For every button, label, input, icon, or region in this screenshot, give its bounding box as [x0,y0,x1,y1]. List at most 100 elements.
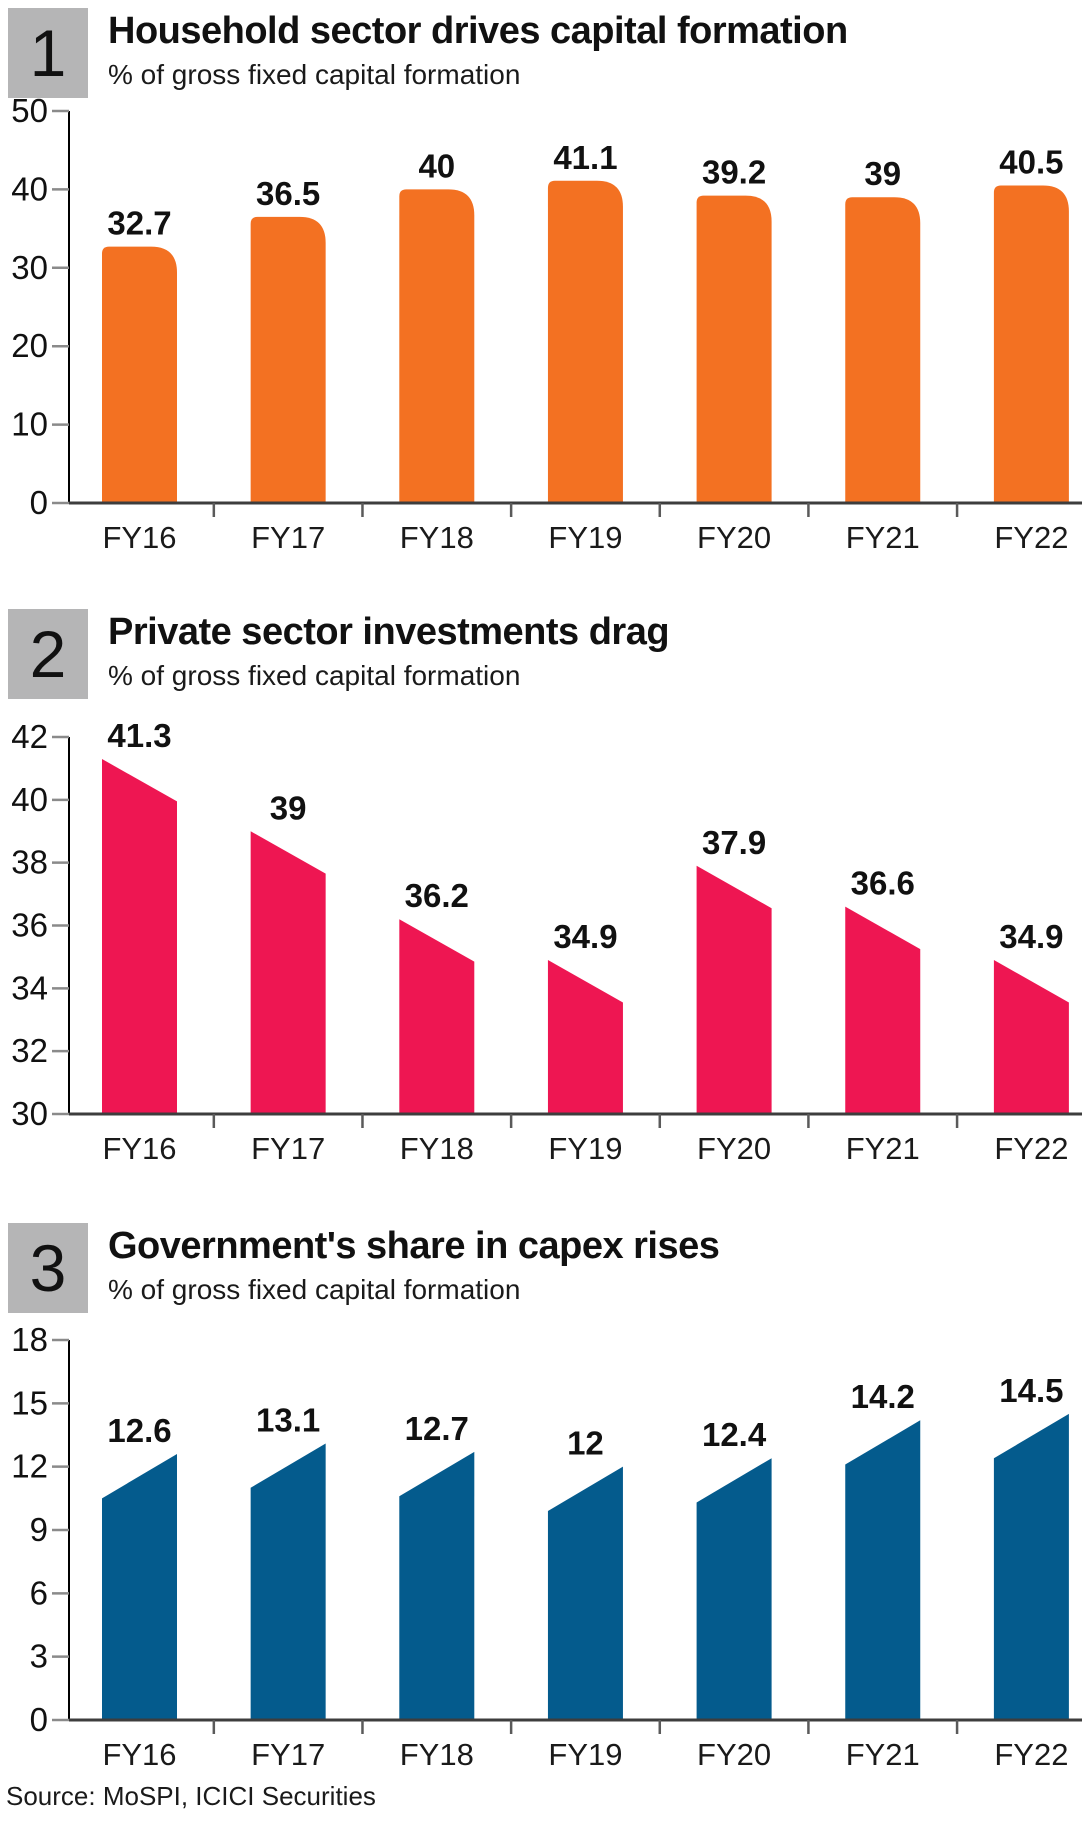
bar-FY18 [399,1451,475,1720]
y-tick-label: 12 [11,1448,48,1485]
bar-FY18 [399,189,475,503]
bar-FY19 [547,960,623,1114]
bar-FY17 [250,1443,326,1720]
x-label-FY19: FY19 [548,520,622,555]
value-label-FY20: 37.9 [702,824,766,861]
y-tick-label: 18 [11,1321,48,1358]
value-label-FY19: 34.9 [553,918,617,955]
bar-FY16 [102,246,177,503]
value-label-FY22: 34.9 [999,918,1063,955]
value-label-FY21: 14.2 [851,1378,915,1415]
panel-1-subtitle: % of gross fixed capital formation [108,58,521,90]
value-label-FY18: 36.2 [405,877,469,914]
x-label-FY19: FY19 [548,1131,622,1166]
bar-FY21 [845,1420,921,1720]
value-label-FY16: 41.3 [107,717,171,754]
x-label-FY20: FY20 [697,520,771,555]
value-label-FY17: 13.1 [256,1401,320,1438]
x-label-FY18: FY18 [400,1131,474,1166]
bar-FY20 [696,195,772,503]
bar-FY22 [993,960,1069,1114]
y-tick-label: 30 [11,249,48,286]
y-tick-label: 40 [11,781,48,818]
panel-1-titles: Household sector drives capital formatio… [108,8,848,91]
value-label-FY16: 32.7 [107,205,171,242]
source-note: Source: MoSPI, ICICI Securities [6,1781,376,1811]
panel-1-header: 1 Household sector drives capital format… [8,0,1086,98]
y-tick-label: 6 [30,1574,48,1611]
x-label-FY17: FY17 [251,520,325,555]
bar-FY16 [102,758,177,1114]
panel-2-titles: Private sector investments drag % of gro… [108,609,670,692]
bar-FY22 [993,185,1069,503]
x-label-FY16: FY16 [102,1131,176,1166]
y-tick-label: 42 [11,718,48,755]
value-label-FY16: 12.6 [107,1412,171,1449]
panel-3-titles: Government's share in capex rises % of g… [108,1223,720,1306]
y-tick-label: 38 [11,844,48,881]
bar-FY17 [250,216,326,503]
x-label-FY17: FY17 [251,1131,325,1166]
bar-FY20 [696,1458,772,1720]
value-label-FY18: 12.7 [405,1410,469,1447]
x-label-FY21: FY21 [846,1737,920,1771]
x-label-FY17: FY17 [251,1737,325,1771]
value-label-FY20: 12.4 [702,1416,767,1453]
panel-3-bar-chart: 12.6 FY16 13.1 FY17 12.7 FY18 12 FY19 12.4 FY20 14… [11,1321,1082,1771]
panel-3-title: Government's share in capex rises [108,1225,720,1267]
x-label-FY21: FY21 [846,1131,920,1166]
y-tick-label: 3 [30,1638,48,1675]
panel-3-header: 3 Government's share in capex rises % of… [8,1171,1086,1313]
panel-2-number-badge: 2 [8,609,88,699]
bar-FY18 [399,919,475,1114]
y-tick-label: 40 [11,170,48,207]
y-tick-label: 36 [11,907,48,944]
panel-2-bar-chart: 41.3 FY16 39 FY17 36.2 FY18 34.9 FY19 37.9 FY20 36… [11,717,1082,1166]
x-label-FY20: FY20 [697,1737,771,1771]
value-label-FY17: 39 [270,789,307,826]
y-tick-label: 30 [11,1095,48,1132]
value-label-FY22: 40.5 [999,143,1063,180]
x-label-FY18: FY18 [400,520,474,555]
x-label-FY16: FY16 [102,1737,176,1771]
panel-2-header: 2 Private sector investments drag % of g… [8,563,1086,699]
x-label-FY20: FY20 [697,1131,771,1166]
value-label-FY21: 36.6 [851,865,915,902]
y-tick-label: 20 [11,327,48,364]
value-label-FY20: 39.2 [702,154,766,191]
y-tick-label: 9 [30,1511,48,1548]
bar-FY20 [696,865,772,1114]
panel-household: 1 Household sector drives capital format… [0,0,1086,563]
bar-FY17 [250,831,326,1114]
bar-FY16 [102,1454,177,1720]
panel-2-subtitle: % of gross fixed capital formation [108,659,521,691]
x-label-FY18: FY18 [400,1737,474,1771]
value-label-FY19: 41.1 [553,139,617,176]
y-tick-label: 32 [11,1032,48,1069]
x-label-FY19: FY19 [548,1737,622,1771]
value-label-FY21: 39 [864,155,901,192]
panel-2-title: Private sector investments drag [108,611,670,653]
y-tick-label: 15 [11,1384,48,1421]
bar-FY21 [845,906,921,1114]
x-label-FY22: FY22 [994,1131,1068,1166]
value-label-FY22: 14.5 [999,1372,1063,1409]
panel-3-number-badge: 3 [8,1223,88,1313]
y-tick-label: 10 [11,406,48,443]
panel-government: 3 Government's share in capex rises % of… [0,1171,1086,1771]
panel-3-subtitle: % of gross fixed capital formation [108,1273,521,1305]
value-label-FY18: 40 [418,147,455,184]
x-label-FY21: FY21 [846,520,920,555]
x-label-FY16: FY16 [102,520,176,555]
panel-1-bar-chart: 32.7 FY16 36.5 FY17 40 FY18 41.1 FY19 39.2 FY20 39… [11,98,1082,555]
y-tick-label: 34 [11,969,48,1006]
y-tick-label: 0 [30,484,48,521]
bar-FY19 [547,1466,623,1720]
value-label-FY17: 36.5 [256,175,320,212]
panel-1-title: Household sector drives capital formatio… [108,10,848,52]
x-label-FY22: FY22 [994,520,1068,555]
panel-private: 2 Private sector investments drag % of g… [0,563,1086,1171]
y-tick-label: 0 [30,1701,48,1738]
y-tick-label: 50 [11,98,48,129]
x-label-FY22: FY22 [994,1737,1068,1771]
